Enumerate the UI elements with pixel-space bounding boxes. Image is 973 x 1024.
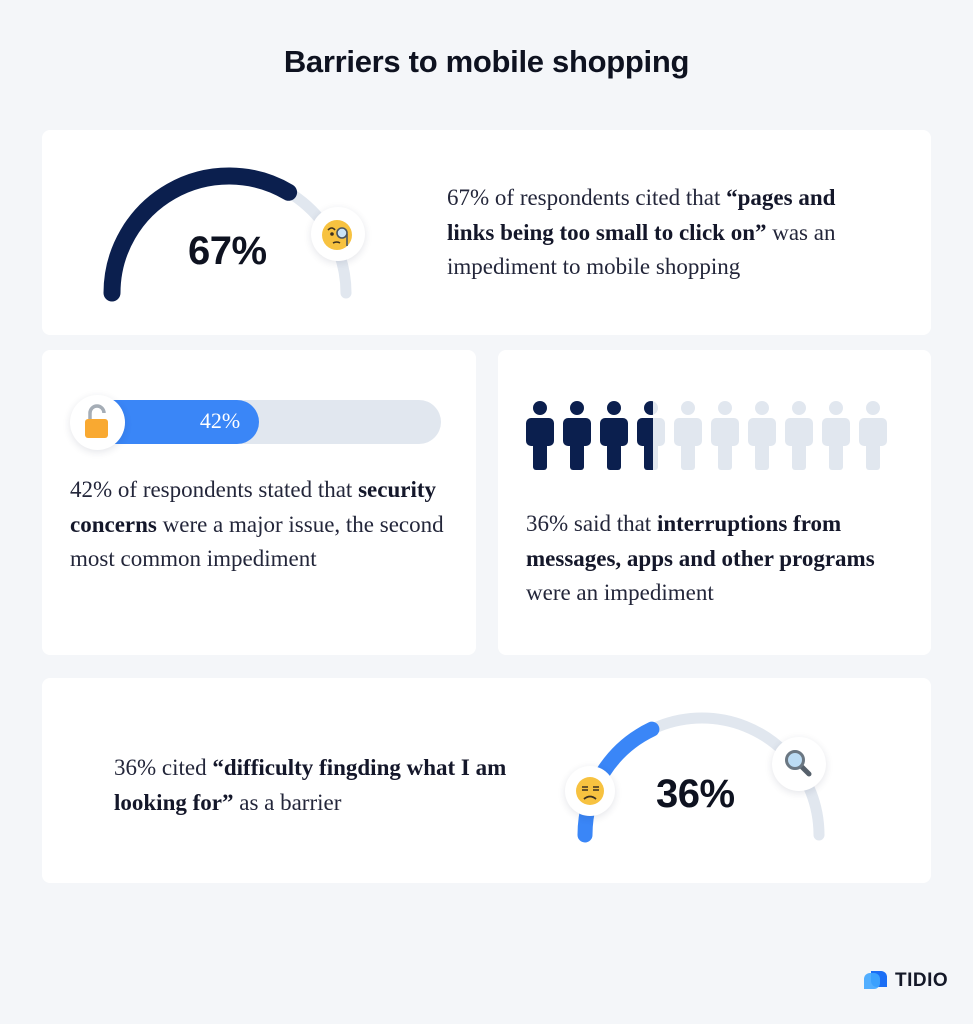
progress-bar-value: 42% bbox=[199, 408, 241, 433]
page-title: Barriers to mobile shopping bbox=[283, 44, 690, 79]
card3-description: 36% said that interruptions from message… bbox=[526, 511, 875, 605]
face-with-monocle-icon bbox=[322, 220, 352, 250]
lock-icon-bubble bbox=[70, 395, 125, 450]
search-icon-bubble bbox=[772, 737, 826, 791]
persevering-face-icon bbox=[576, 777, 604, 805]
gauge-value: 67% bbox=[188, 229, 267, 273]
stat-card-interruptions bbox=[498, 350, 931, 655]
tidio-logo-icon bbox=[864, 971, 887, 989]
tidio-logo: TIDIO bbox=[863, 969, 948, 993]
card4-description: 36% cited “difficulty fingding what I am… bbox=[114, 755, 507, 815]
card1-description: 67% of respondents cited that “pages and… bbox=[447, 185, 836, 279]
card2-description: 42% of respondents stated that security … bbox=[70, 477, 444, 571]
brand-name: TIDIO bbox=[895, 970, 949, 991]
unlocked-padlock-icon bbox=[85, 404, 108, 438]
gauge-value: 36% bbox=[656, 772, 735, 816]
sad-emoji-bubble bbox=[565, 766, 615, 816]
monocle-emoji-bubble bbox=[311, 207, 365, 261]
magnifying-glass-icon bbox=[785, 750, 812, 777]
